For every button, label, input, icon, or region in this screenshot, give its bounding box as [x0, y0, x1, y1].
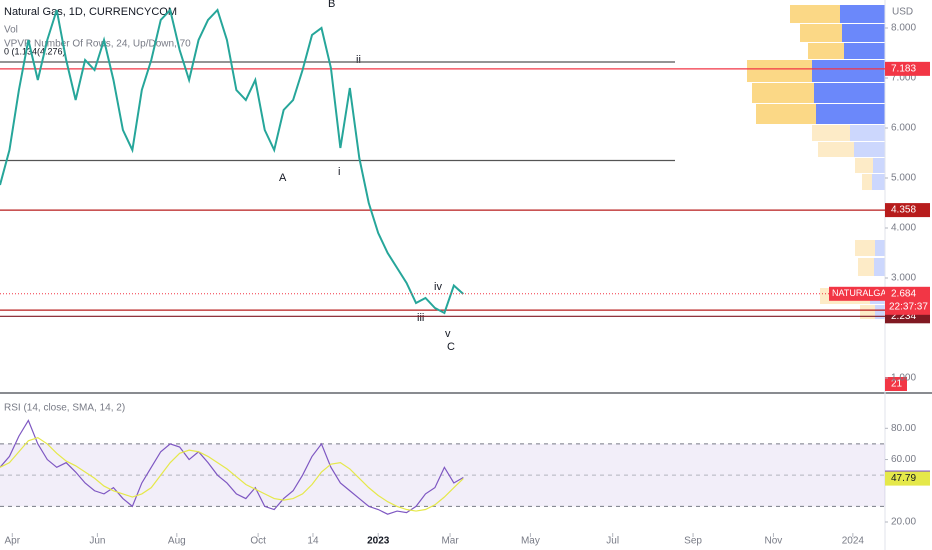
x-tick-label: Jul: [606, 536, 619, 547]
rsi-title: RSI (14, close, SMA, 14, 2): [4, 403, 125, 414]
y-tick-label: 20.00: [891, 517, 916, 528]
x-tick-label: 2024: [842, 536, 865, 547]
volume-badge: [885, 377, 907, 391]
series-line: [0, 7, 464, 315]
x-tick-label: Aug: [168, 536, 186, 547]
x-tick-label: Apr: [5, 536, 21, 547]
last-value: 47.79: [891, 473, 916, 484]
y-tick-label: 6.000: [891, 123, 916, 134]
y-tick-label: 3.000: [891, 273, 916, 284]
x-tick-label: May: [521, 536, 540, 547]
x-tick-label: Mar: [441, 536, 459, 547]
annotation: iv: [434, 281, 442, 293]
y-tick-label: 60.00: [891, 454, 916, 465]
name-badge: [829, 286, 885, 301]
y-tick-label: 8.000: [891, 23, 916, 34]
x-tick-label: Sep: [684, 536, 702, 547]
series-line: [0, 437, 464, 512]
price-badge: [885, 286, 930, 315]
volume-label: 21: [891, 379, 903, 390]
volume-profile: [747, 5, 885, 319]
series-name: NATURALGAS: [832, 288, 892, 298]
level-label: 4.358: [891, 205, 916, 216]
annotation: ii: [356, 54, 361, 66]
annotation: i: [338, 166, 340, 178]
y-tick-label: 7.000: [891, 73, 916, 84]
annotation: A: [279, 172, 287, 184]
currency: USD: [892, 7, 913, 18]
annotation: B: [328, 0, 335, 10]
last-value-badge: [885, 471, 930, 486]
annotation: C: [447, 341, 455, 353]
x-tick-label: 2023: [367, 536, 390, 547]
annotation: v: [445, 328, 451, 340]
level-label-badge: [885, 203, 930, 218]
subtitle: VPVR Number Of Rows, 24, Up/Down, 70: [4, 39, 191, 50]
y-tick-label: 80.00: [891, 423, 916, 434]
y-tick-label: 5.000: [891, 173, 916, 184]
series-line: [0, 419, 464, 515]
x-tick-label: 14: [307, 536, 319, 547]
x-tick-label: Oct: [250, 536, 266, 547]
annotation: iii: [417, 312, 424, 324]
last-price: 2.684: [891, 288, 916, 299]
chart-title: Natural Gas, 1D, CURRENCYCOM: [4, 6, 177, 18]
y-tick-label: 1.000: [891, 373, 916, 384]
level-label: 2.234: [891, 311, 916, 322]
countdown: 22:37:37: [889, 301, 928, 312]
y-tick-label: 4.000: [891, 223, 916, 234]
level-label-badge: [885, 61, 930, 76]
x-tick-label: Jun: [89, 536, 105, 547]
level-label: 7.183: [891, 63, 916, 74]
x-tick-label: Nov: [765, 536, 783, 547]
subtitle: 0 (1.134(4.276): [4, 46, 66, 56]
subtitle: Vol: [4, 25, 18, 36]
